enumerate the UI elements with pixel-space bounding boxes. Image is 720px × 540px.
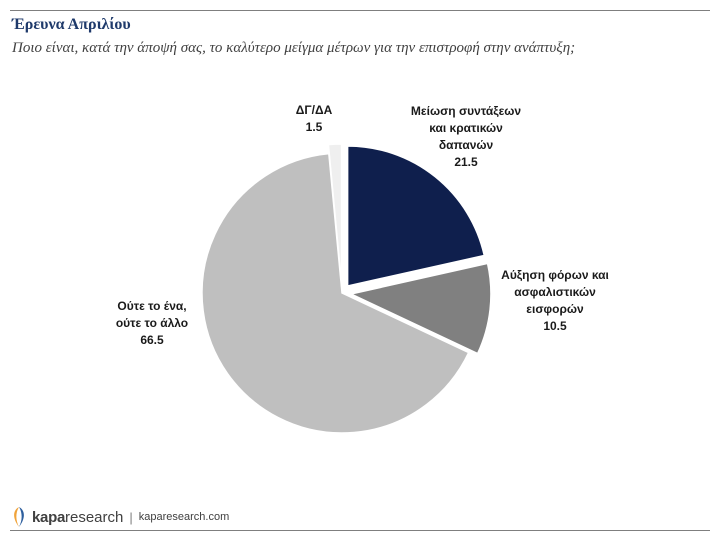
footer-separator: | (129, 509, 133, 525)
pie-chart: Μείωση συντάξεων και κρατικών δαπανών 21.5 Α… (116, 103, 609, 434)
pie-slice-2 (201, 152, 470, 434)
kapa-logo-icon (14, 507, 24, 527)
slice-label-0: Μείωση συντάξεων και κρατικών δαπανών 21.5 (411, 104, 521, 169)
top-rule (10, 10, 710, 11)
pie-slice-3 (327, 143, 343, 285)
page-title: Έρευνα Απριλίου (12, 16, 131, 33)
slice-label-3: ΔΓ/ΔΑ 1.5 (296, 103, 333, 134)
page-subtitle: Ποιο είναι, κατά την άποψή σας, το καλύτ… (12, 40, 576, 56)
slice-label-2: Ούτε το ένα, ούτε το άλλο 66.5 (116, 299, 188, 347)
bottom-rule (10, 530, 710, 531)
brand-name-light: research (65, 508, 124, 526)
pie-slice-1 (348, 262, 492, 355)
slice-label-1: Αύξηση φόρων και ασφαλιστικών εισφορών 10.5 (501, 268, 609, 333)
pie-slice-0 (346, 145, 486, 287)
brand-name-bold: kapa (32, 508, 65, 526)
footer: kapa research | kaparesearch.com (10, 505, 229, 529)
website-link: kaparesearch.com (138, 511, 230, 523)
